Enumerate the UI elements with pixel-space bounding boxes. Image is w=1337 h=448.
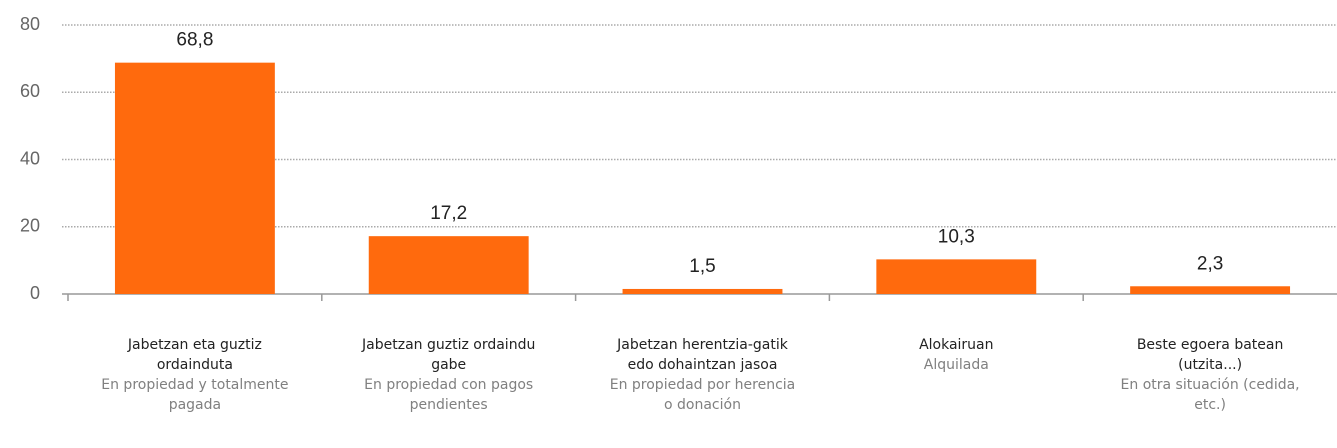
bar — [114, 62, 275, 294]
y-tick-label: 60 — [20, 81, 40, 101]
category-label-es: En propiedad con pagos pendientes — [364, 377, 534, 413]
x-tick-label: Beste egoera batean (utzita...) En otra s… — [1115, 335, 1305, 415]
category-label: Jabetzan herentzia-gatik edo dohaintzan … — [617, 337, 788, 373]
value-label: 2,3 — [1197, 253, 1223, 274]
category-label: Beste egoera batean (utzita...) — [1136, 337, 1284, 373]
value-label: 1,5 — [689, 256, 715, 277]
y-tick-label: 40 — [20, 148, 40, 168]
x-tick-label: Jabetzan herentzia-gatik edo dohaintzan … — [608, 335, 798, 415]
bar — [876, 259, 1037, 294]
category-label: Alokairuan — [919, 337, 994, 353]
category-label-es: En propiedad por herencia o donación — [609, 377, 796, 413]
y-tick-label: 80 — [20, 14, 40, 34]
x-tick-label: Alokairuan Alquilada — [861, 335, 1051, 375]
bar — [1130, 286, 1291, 294]
category-label: Jabetzan eta guztiz ordainduta — [127, 337, 262, 373]
bar — [368, 236, 529, 294]
x-tick-label: Jabetzan eta guztiz ordainduta En propied… — [100, 335, 290, 415]
category-label-es: En propiedad y totalmente pagada — [101, 377, 289, 413]
category-label-es: En otra situación (cedida, etc.) — [1120, 377, 1300, 413]
value-label: 68,8 — [176, 30, 213, 51]
category-label: Jabetzan guztiz ordaindu gabe — [362, 337, 536, 373]
x-tick-label: Jabetzan guztiz ordaindu gabe En propieda… — [354, 335, 544, 415]
bar — [622, 288, 783, 294]
category-label-es: Alquilada — [923, 357, 989, 373]
y-tick-label: 0 — [30, 283, 40, 303]
value-label: 10,3 — [938, 226, 975, 247]
y-tick-label: 20 — [20, 216, 40, 236]
value-label: 17,2 — [430, 203, 467, 224]
